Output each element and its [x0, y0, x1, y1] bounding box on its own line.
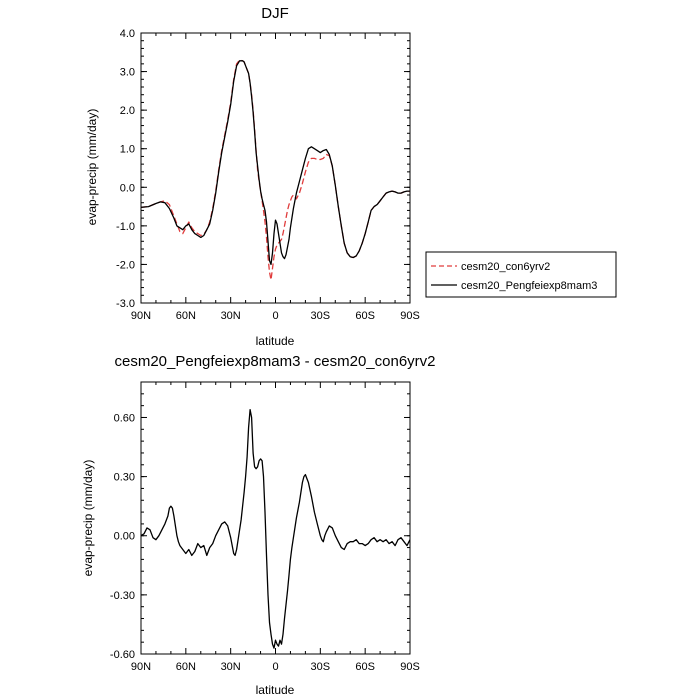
x-tick-label: 30N [221, 661, 241, 673]
top-chart-title: DJF [261, 5, 289, 22]
x-tick-label: 60S [355, 661, 375, 673]
y-tick-label: -1.0 [116, 221, 135, 233]
bottom-x-axis-title: latitude [256, 683, 295, 697]
legend: cesm20_con6yrv2 cesm20_Pengfeiexp8mam3 [425, 251, 617, 298]
x-tick-label: 30S [311, 661, 331, 673]
y-tick-label: -0.60 [110, 649, 135, 661]
y-tick-label: 0.60 [114, 412, 135, 424]
x-tick-label: 60N [176, 661, 196, 673]
x-tick-label: 60S [355, 310, 375, 322]
y-tick-label: -3.0 [116, 298, 135, 310]
y-tick-label: 0.0 [120, 182, 135, 194]
x-tick-label: 0 [272, 310, 278, 322]
x-tick-label: 30S [311, 310, 331, 322]
y-tick-label: 3.0 [120, 67, 135, 79]
top-x-axis-title: latitude [256, 334, 295, 348]
bottom-chart-title: cesm20_Pengfeiexp8mam3 - cesm20_con6yrv2 [115, 353, 436, 370]
panel-top: DJF 90N 60N 30N 0 30S 60S 90S -3.0 -2.0 -1.0 0.0 1.… [85, 5, 617, 348]
x-tick-label: 90S [400, 310, 420, 322]
series-line-1 [141, 59, 410, 281]
y-tick-label: 4.0 [120, 28, 135, 40]
bottom-plot-area: 90N 60N 30N 0 30S 60S 90S -0.60 -0.30 0.00 0.30 0.6… [110, 381, 420, 673]
top-y-axis-title: evap-precip (mm/day) [85, 109, 99, 226]
y-tick-label: -0.30 [110, 590, 135, 602]
plot-frame [140, 381, 411, 655]
bottom-y-axis-title: evap-precip (mm/day) [81, 460, 95, 577]
legend-box [425, 251, 617, 298]
x-tick-label: 30N [221, 310, 241, 322]
y-tick-label: 2.0 [120, 105, 135, 117]
x-tick-label: 60N [176, 310, 196, 322]
x-tick-label: 90N [131, 661, 151, 673]
y-tick-label: 0.30 [114, 472, 135, 484]
panel-bottom: cesm20_Pengfeiexp8mam3 - cesm20_con6yrv2… [81, 353, 436, 697]
x-tick-label: 90N [131, 310, 151, 322]
plot-frame [140, 32, 411, 304]
series-line-2 [141, 60, 410, 266]
y-tick-label: 1.0 [120, 144, 135, 156]
top-plot-area: 90N 60N 30N 0 30S 60S 90S -3.0 -2.0 -1.0 0.0 1.0 2.0… [116, 28, 420, 322]
legend-label-series-1: cesm20_con6yrv2 [461, 261, 550, 273]
x-tick-label: 0 [272, 661, 278, 673]
y-tick-label: 0.00 [114, 531, 135, 543]
x-tick-label: 90S [400, 661, 420, 673]
y-tick-label: -2.0 [116, 259, 135, 271]
series-line-1 [141, 408, 410, 649]
legend-label-series-2: cesm20_Pengfeiexp8mam3 [461, 280, 597, 292]
